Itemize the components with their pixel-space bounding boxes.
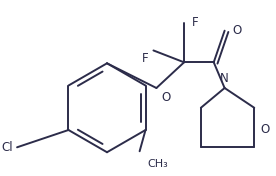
Text: N: N: [220, 72, 229, 85]
Text: O: O: [260, 123, 269, 136]
Text: F: F: [142, 52, 148, 65]
Text: F: F: [192, 16, 199, 29]
Text: O: O: [232, 24, 242, 37]
Text: O: O: [161, 91, 171, 104]
Text: Cl: Cl: [1, 141, 13, 154]
Text: CH₃: CH₃: [148, 159, 168, 169]
